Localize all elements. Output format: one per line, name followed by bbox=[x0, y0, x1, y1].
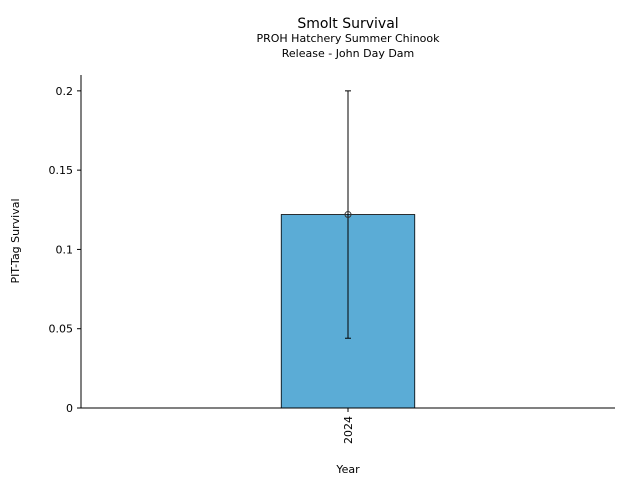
y-axis-label: PIT-Tag Survival bbox=[9, 198, 22, 283]
y-tick-label: 0.1 bbox=[56, 243, 74, 256]
x-tick-label: 2024 bbox=[342, 416, 355, 444]
chart-subtitle-2: Release - John Day Dam bbox=[282, 47, 415, 60]
y-tick-label: 0.05 bbox=[49, 323, 74, 336]
point-marker bbox=[344, 211, 352, 219]
y-tick-label: 0.2 bbox=[56, 85, 74, 98]
chart-title: Smolt Survival bbox=[297, 16, 398, 32]
chart-subtitle-1: PROH Hatchery Summer Chinook bbox=[256, 32, 440, 45]
y-tick-label: 0 bbox=[66, 402, 73, 415]
y-tick-label: 0.15 bbox=[49, 164, 74, 177]
x-axis-label: Year bbox=[335, 463, 360, 476]
